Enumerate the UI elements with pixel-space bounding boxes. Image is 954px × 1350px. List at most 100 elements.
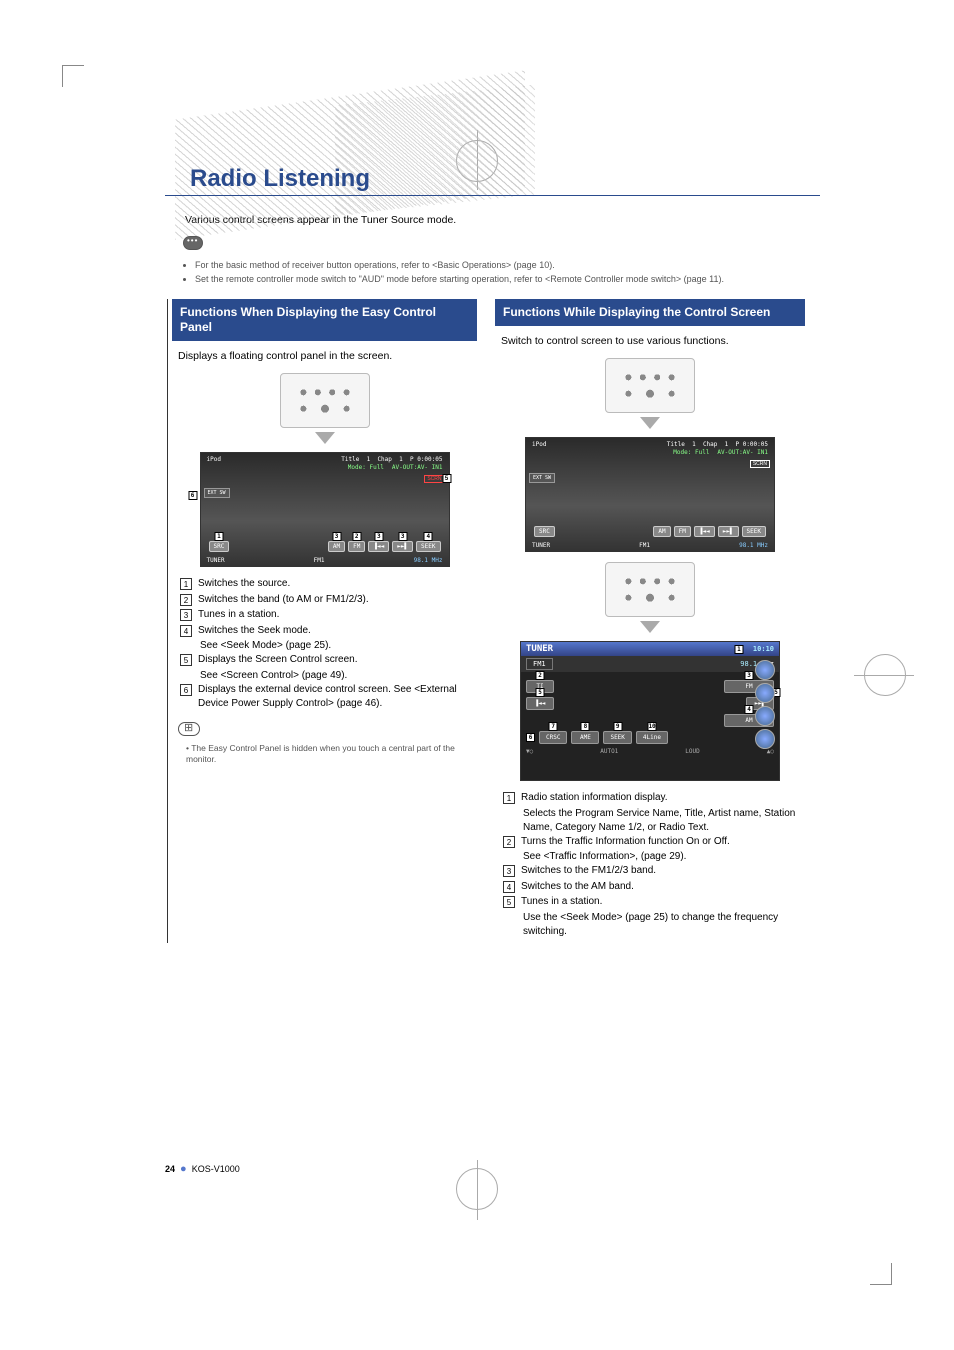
registration-mark-bottom xyxy=(447,1150,507,1210)
prev-button: ▐◄◄ xyxy=(694,526,715,537)
page-number: 24 xyxy=(165,1164,175,1174)
item-num: 3 xyxy=(180,609,192,621)
tip-text: The Easy Control Panel is hidden when yo… xyxy=(186,743,469,766)
page-title: Radio Listening xyxy=(165,165,820,196)
auto1-label: AUTO1 xyxy=(600,748,618,755)
crop-mark-tl xyxy=(62,65,84,87)
item-text: Radio station information display. xyxy=(521,791,797,806)
screen-sub-row: Mode: Full AV-OUT:AV- IN1 xyxy=(532,449,768,456)
item-num: 5 xyxy=(503,896,515,908)
src-button: SRC1 xyxy=(209,541,230,552)
item-num: 2 xyxy=(503,836,515,848)
tuner-title: TUNER xyxy=(526,644,553,654)
tuner-band: FM1 xyxy=(526,658,553,670)
tip-icon xyxy=(178,722,200,736)
down-arrow-icon xyxy=(640,417,660,429)
item-num: 1 xyxy=(503,792,515,804)
up-icon: ▲○ xyxy=(767,748,774,755)
next-button: ►►▌3 xyxy=(392,541,413,552)
next-button: ►►▌ xyxy=(718,526,739,537)
item-sub: See <Seek Mode> (page 25). xyxy=(200,639,469,653)
callout-6: 6 xyxy=(188,491,197,500)
left-panel-desc: Displays a floating control panel in the… xyxy=(178,349,471,363)
item-text: Switches the source. xyxy=(198,577,469,592)
side-button xyxy=(755,660,775,680)
ipod-label: iPod xyxy=(207,456,221,463)
scrn-tag: SCRN 5 xyxy=(424,475,444,483)
item-text: Switches the band (to AM or FM1/2/3). xyxy=(198,593,469,608)
screen-bottom-row: TUNER FM1 98.1 MHz xyxy=(207,557,443,564)
seek-button: SEEK4 xyxy=(416,541,440,552)
item-num: 3 xyxy=(503,865,515,877)
callout-1: 1 xyxy=(734,645,743,654)
tuner-time: 10:10 xyxy=(753,645,774,653)
callout-5: 5 xyxy=(442,474,451,483)
loud-label: LOUD xyxy=(685,748,699,755)
two-column-layout: Functions When Displaying the Easy Contr… xyxy=(165,299,820,943)
item-num: 1 xyxy=(180,578,192,590)
crop-mark-br xyxy=(870,1263,892,1285)
chap-label: Chap xyxy=(377,456,391,463)
item-num: 5 xyxy=(180,654,192,666)
prev-button: ▐◄◄3 xyxy=(368,541,389,552)
control-screen-figure: iPod Title 1 Chap 1 P 0:00:05 Mode: Full… xyxy=(525,437,775,552)
title-block: Radio Listening xyxy=(165,165,820,196)
remote-figure-2 xyxy=(605,562,695,617)
band-label: FM1 xyxy=(314,557,325,564)
down-arrow-icon xyxy=(640,621,660,633)
screen-bottom-row: TUNER FM1 98.1 MHz xyxy=(532,542,768,549)
item-text: Displays the external device control scr… xyxy=(198,683,469,712)
registration-mark-right xyxy=(854,645,914,705)
tuner-head-row: TUNER 1 10:10 xyxy=(521,642,779,656)
item-text: Switches to the FM1/2/3 band. xyxy=(521,864,797,879)
extsw-button: EXT SW 6 xyxy=(204,488,230,498)
item-text: Displays the Screen Control screen. xyxy=(198,653,469,668)
4line-button: 4Line10 xyxy=(636,731,668,744)
top-notes-list: For the basic method of receiver button … xyxy=(185,259,820,285)
left-panel-heading: Functions When Displaying the Easy Contr… xyxy=(172,299,477,341)
right-panel-desc: Switch to control screen to use various … xyxy=(501,334,799,348)
title-label: Title xyxy=(341,456,359,463)
item-text: Switches the Seek mode. xyxy=(198,624,469,639)
src-button: SRC xyxy=(534,526,555,537)
tuner-label: TUNER xyxy=(207,557,225,564)
right-panel-heading: Functions While Displaying the Control S… xyxy=(495,299,805,326)
item-sub: Use the <Seek Mode> (page 25) to change … xyxy=(523,911,797,939)
prev-button: ▐◄◄5 xyxy=(526,697,554,710)
note-item: For the basic method of receiver button … xyxy=(195,259,820,271)
page-content: Radio Listening Various control screens … xyxy=(165,165,820,943)
fm-button: FM2 xyxy=(348,541,365,552)
fm-button: FM xyxy=(674,526,691,537)
remote-figure xyxy=(280,373,370,428)
item-num: 6 xyxy=(180,684,192,696)
note-icon xyxy=(183,236,203,250)
item-text: Tunes in a station. xyxy=(198,608,469,623)
seek-button: SEEK9 xyxy=(603,731,631,744)
screen-sub-row: Mode: Full AV-OUT:AV- IN1 xyxy=(207,464,443,471)
am-button: AM xyxy=(653,526,670,537)
side-button xyxy=(755,706,775,726)
item-text: Switches to the AM band. xyxy=(521,880,797,895)
item-text: Tunes in a station. xyxy=(521,895,797,910)
note-item: Set the remote controller mode switch to… xyxy=(195,273,820,285)
screen-button-row: SRC AM FM ▐◄◄ ►►▌ SEEK xyxy=(534,526,766,537)
page-footer: 24 ● KOS-V1000 xyxy=(165,1163,240,1175)
extsw-button: EXT SW xyxy=(529,473,555,483)
seek-button: SEEK xyxy=(742,526,766,537)
scrn-tag: SCRN xyxy=(750,460,770,468)
item-num: 4 xyxy=(503,881,515,893)
screen-top-row: iPod Title 1 Chap 1 P 0:00:05 xyxy=(207,456,443,463)
screen-button-row: SRC1 AM3 FM2 ▐◄◄3 ►►▌3 SEEK4 xyxy=(209,541,441,552)
item-text: Turns the Traffic Information function O… xyxy=(521,835,797,850)
item-sub: See <Screen Control> (page 49). xyxy=(200,669,469,683)
callout-6: 6 xyxy=(526,733,535,742)
footer-dot-icon: ● xyxy=(180,1163,187,1175)
crsc-button: CRSC7 xyxy=(539,731,567,744)
mode-label: Mode: Full xyxy=(348,464,384,471)
tuner-screen-figure: TUNER 1 10:10 FM1 98.1 MHz TI2 FM3 ▐◄◄5 xyxy=(520,641,780,781)
down-icon: ▼○ xyxy=(526,748,533,755)
am-button: AM3 xyxy=(328,541,345,552)
item-sub: Selects the Program Service Name, Title,… xyxy=(523,807,797,835)
avout-label: AV-OUT:AV- IN1 xyxy=(392,464,443,471)
model-name: KOS-V1000 xyxy=(192,1164,240,1174)
